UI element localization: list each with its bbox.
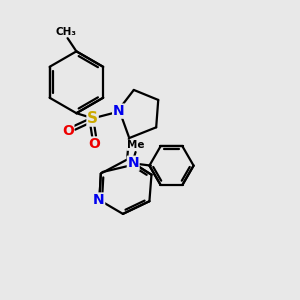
Text: N: N bbox=[113, 104, 124, 118]
Text: N: N bbox=[128, 156, 139, 170]
Text: CH₃: CH₃ bbox=[56, 27, 76, 37]
Text: O: O bbox=[62, 124, 74, 138]
Text: N: N bbox=[93, 193, 105, 207]
Text: O: O bbox=[88, 137, 100, 151]
Text: S: S bbox=[87, 111, 98, 126]
Text: Me: Me bbox=[127, 140, 144, 150]
